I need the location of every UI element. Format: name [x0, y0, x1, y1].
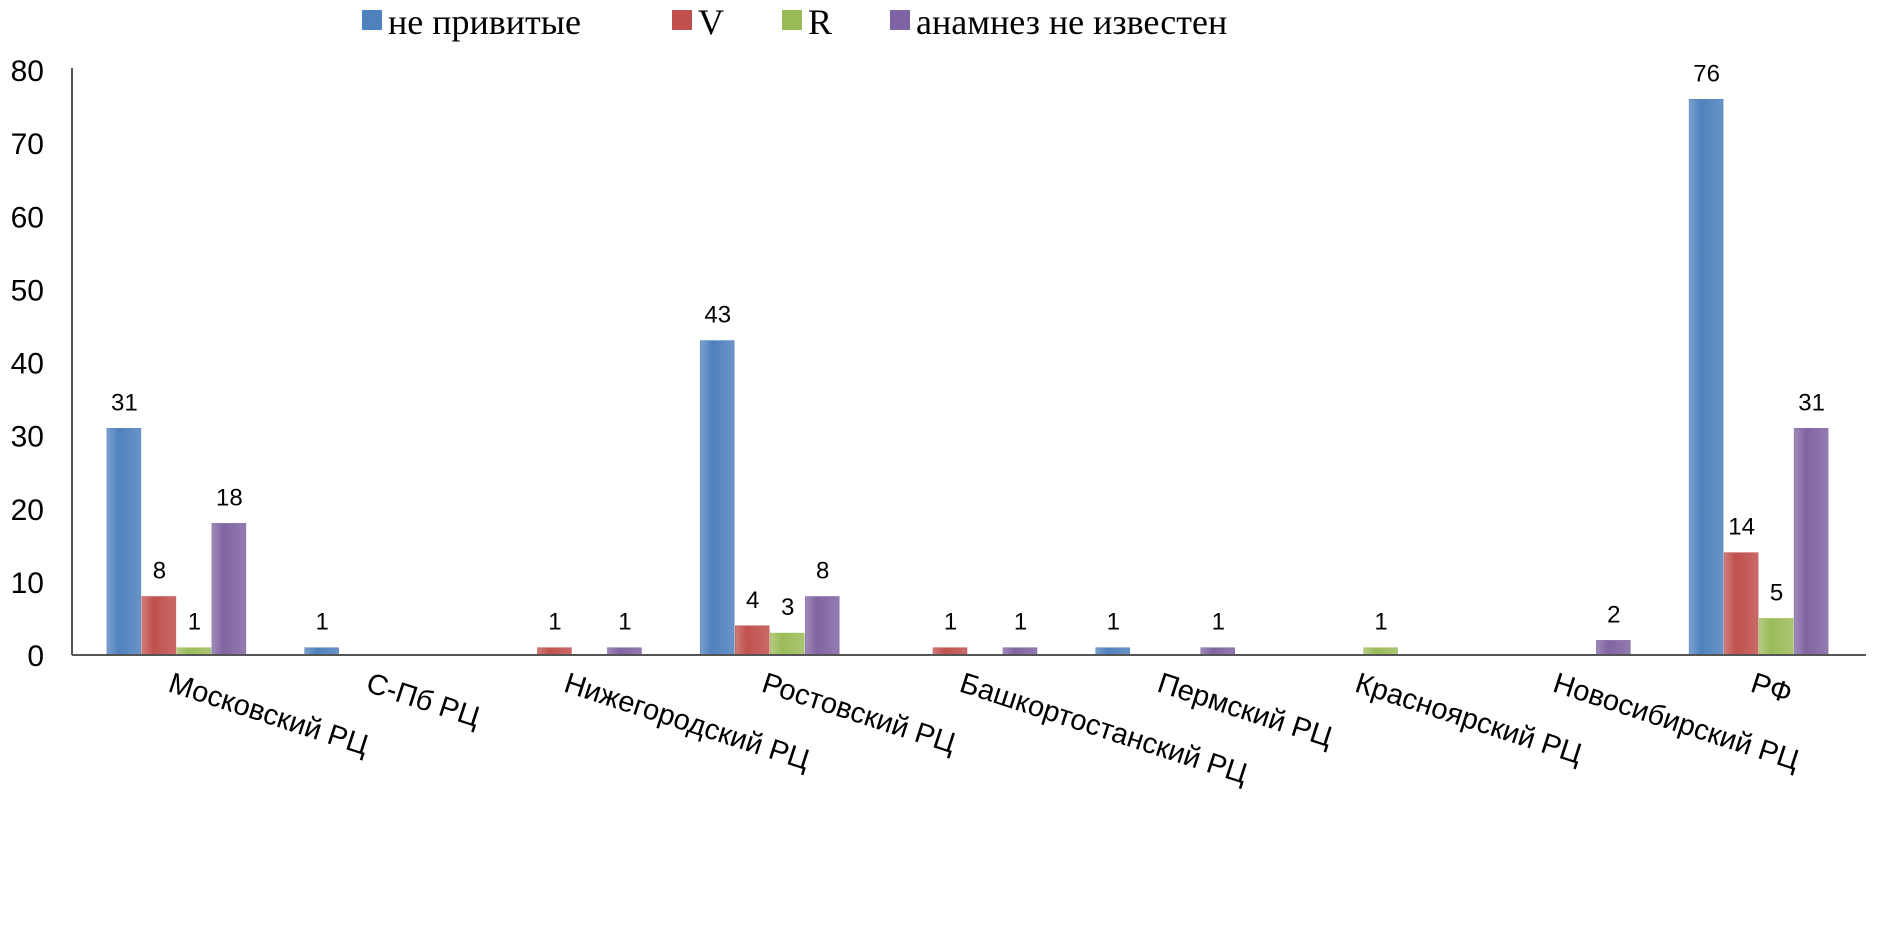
bar-v-ростовский-рц	[734, 625, 770, 656]
data-label: 31	[111, 389, 138, 416]
data-label: 1	[1374, 609, 1387, 636]
data-label: 3	[781, 594, 794, 621]
data-label: 4	[746, 587, 759, 614]
y-tick-label: 30	[11, 421, 44, 454]
y-tick-label: 0	[27, 640, 44, 673]
legend-label: не привитые	[388, 2, 581, 42]
y-tick-label: 60	[11, 201, 44, 234]
bar-не-привитые-с-пб-рц	[304, 647, 339, 656]
data-label: 5	[1770, 579, 1783, 606]
x-category-label: Красноярский РЦ	[1351, 667, 1585, 770]
x-category-label: Московский РЦ	[165, 667, 373, 762]
bars	[106, 99, 1829, 656]
data-label: 1	[315, 609, 328, 636]
data-label: 1	[1107, 609, 1120, 636]
bar-анамнез-не-известен-башкортостанский-рц	[1002, 647, 1038, 656]
legend-swatch-r	[782, 10, 802, 30]
bar-анамнез-не-известен-рф	[1793, 428, 1829, 656]
bar-r-московский-рц	[176, 647, 212, 656]
bar-анамнез-не-известен-ростовский-рц	[804, 596, 840, 656]
bar-анамнез-не-известен-нижегородский-рц	[607, 647, 642, 656]
bar-v-башкортостанский-рц	[932, 647, 968, 656]
bar-не-привитые-рф	[1688, 99, 1724, 656]
legend-swatch-v	[672, 10, 692, 30]
y-tick-label: 20	[11, 494, 44, 527]
bar-анамнез-не-известен-новосибирский-рц	[1596, 640, 1631, 656]
legend-label: анамнез не известен	[916, 2, 1227, 42]
bar-r-рф	[1758, 618, 1794, 656]
y-tick-label: 50	[11, 274, 44, 307]
data-label: 8	[816, 558, 829, 585]
bar-r-ростовский-рц	[769, 632, 805, 656]
bar-r-красноярский-рц	[1363, 647, 1398, 656]
data-label: 1	[548, 609, 561, 636]
y-tick-label: 70	[11, 128, 44, 161]
bar-анамнез-не-известен-пермский-рц	[1200, 647, 1236, 656]
data-label: 18	[216, 484, 243, 511]
data-label: 8	[153, 558, 166, 585]
bar-анамнез-не-известен-московский-рц	[211, 523, 247, 656]
y-tick-label: 80	[11, 55, 44, 88]
bar-v-рф	[1723, 552, 1759, 656]
y-tick-label: 40	[11, 348, 44, 381]
x-axis: Московский РЦС-Пб РЦ Нижегородский РЦРост…	[72, 654, 1866, 790]
y-tick-label: 10	[11, 567, 44, 600]
y-axis: 0 10 20 30 40 50 60 70 80	[11, 55, 73, 673]
data-label: 1	[1014, 609, 1027, 636]
legend-swatch-не-привитые	[362, 10, 382, 30]
x-category-label: С-Пб РЦ	[363, 667, 484, 734]
data-label: 43	[704, 302, 731, 329]
data-label: 1	[1212, 609, 1225, 636]
data-label: 2	[1607, 601, 1620, 628]
data-label: 1	[618, 609, 631, 636]
bar-не-привитые-московский-рц	[106, 428, 142, 656]
bar-не-привитые-ростовский-рц	[699, 340, 735, 656]
data-label: 14	[1728, 514, 1755, 541]
bar-не-привитые-пермский-рц	[1095, 647, 1131, 656]
data-label: 1	[188, 609, 201, 636]
data-label: 1	[944, 609, 957, 636]
legend-label: R	[808, 2, 832, 42]
x-category-label: РФ	[1747, 667, 1796, 710]
legend-swatch-анамнез-не-известен	[890, 10, 910, 30]
bar-v-московский-рц	[141, 596, 177, 656]
legend-label: V	[698, 2, 724, 42]
data-label: 31	[1798, 389, 1825, 416]
data-label: 76	[1693, 60, 1720, 87]
bar-v-нижегородский-рц	[537, 647, 572, 656]
